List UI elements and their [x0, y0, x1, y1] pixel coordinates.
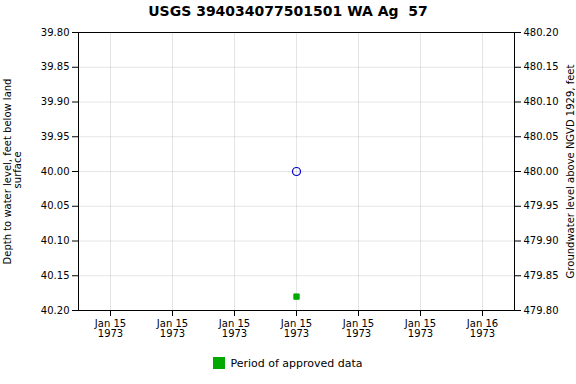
svg-text:40.00: 40.00 — [41, 166, 70, 177]
svg-text:Jan 151973: Jan 151973 — [156, 318, 188, 339]
svg-text:479.80: 479.80 — [524, 305, 559, 316]
svg-text:40.15: 40.15 — [41, 270, 70, 281]
svg-text:480.00: 480.00 — [524, 166, 559, 177]
svg-text:39.90: 39.90 — [41, 96, 70, 107]
svg-text:40.10: 40.10 — [41, 235, 70, 246]
svg-text:Depth to water level, feet bel: Depth to water level, feet below land su… — [2, 79, 23, 265]
svg-text:480.20: 480.20 — [524, 27, 559, 38]
svg-text:39.80: 39.80 — [41, 27, 70, 38]
svg-text:39.95: 39.95 — [41, 131, 70, 142]
svg-text:Jan 151973: Jan 151973 — [280, 318, 312, 339]
svg-text:479.90: 479.90 — [524, 235, 559, 246]
svg-text:480.05: 480.05 — [524, 131, 559, 142]
svg-text:Jan 161973: Jan 161973 — [466, 318, 498, 339]
svg-text:Jan 151973: Jan 151973 — [218, 318, 250, 339]
html-text:Period of approved data: Period of approved data — [230, 356, 363, 370]
svg-text:Groundwater level above NGVD 1: Groundwater level above NGVD 1929, feet — [565, 65, 576, 279]
svg-text:480.10: 480.10 — [524, 96, 559, 107]
svg-text:40.20: 40.20 — [41, 305, 70, 316]
svg-text:479.95: 479.95 — [524, 200, 559, 211]
svg-text:39.85: 39.85 — [41, 61, 70, 72]
svg-text:479.85: 479.85 — [524, 270, 559, 281]
html-text:USGS 394034077501501 WA Ag 57: USGS 394034077501501 WA Ag 57 — [148, 3, 428, 19]
svg-text:Jan 151973: Jan 151973 — [94, 318, 126, 339]
svg-text:Jan 151973: Jan 151973 — [342, 318, 374, 339]
svg-text:480.15: 480.15 — [524, 61, 559, 72]
svg-text:Jan 151973: Jan 151973 — [404, 318, 436, 339]
svg-text:40.05: 40.05 — [41, 200, 70, 211]
